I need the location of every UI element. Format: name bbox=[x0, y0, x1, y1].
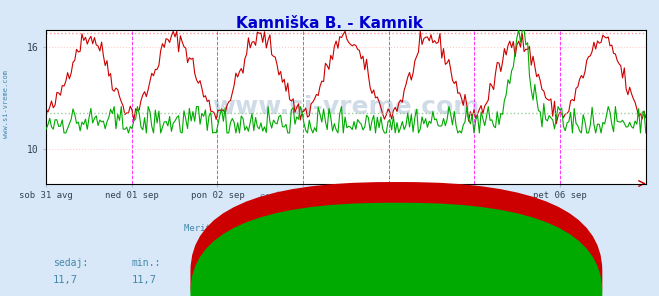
Text: zadnji teden / 30 minut.: zadnji teden / 30 minut. bbox=[265, 208, 394, 217]
Text: sedaj:: sedaj: bbox=[53, 258, 88, 268]
Text: 11,7: 11,7 bbox=[53, 275, 78, 285]
Text: temperatura[C]: temperatura[C] bbox=[409, 275, 496, 285]
Text: maks.:: maks.: bbox=[303, 258, 338, 268]
Text: Kamniška B. - Kamnik: Kamniška B. - Kamnik bbox=[236, 16, 423, 31]
Text: 14,4: 14,4 bbox=[217, 275, 243, 285]
Text: min.:: min.: bbox=[132, 258, 161, 268]
Text: www.si-vreme.com: www.si-vreme.com bbox=[3, 70, 9, 138]
Text: povpr.:: povpr.: bbox=[217, 258, 258, 268]
Text: Slovenija / reke in morje.: Slovenija / reke in morje. bbox=[260, 194, 399, 203]
Text: Kamniška B. - Kamnik: Kamniška B. - Kamnik bbox=[389, 258, 506, 268]
Text: navpična črta - razdelek 24 ur: navpična črta - razdelek 24 ur bbox=[249, 237, 410, 246]
Text: 16,8: 16,8 bbox=[303, 275, 328, 285]
Text: www.si-vreme.com: www.si-vreme.com bbox=[212, 94, 480, 119]
Text: 11,7: 11,7 bbox=[132, 275, 157, 285]
Text: Meritve: povprečne  Enote: metrične  Črta: 95% meritev: Meritve: povprečne Enote: metrične Črta:… bbox=[185, 222, 474, 233]
